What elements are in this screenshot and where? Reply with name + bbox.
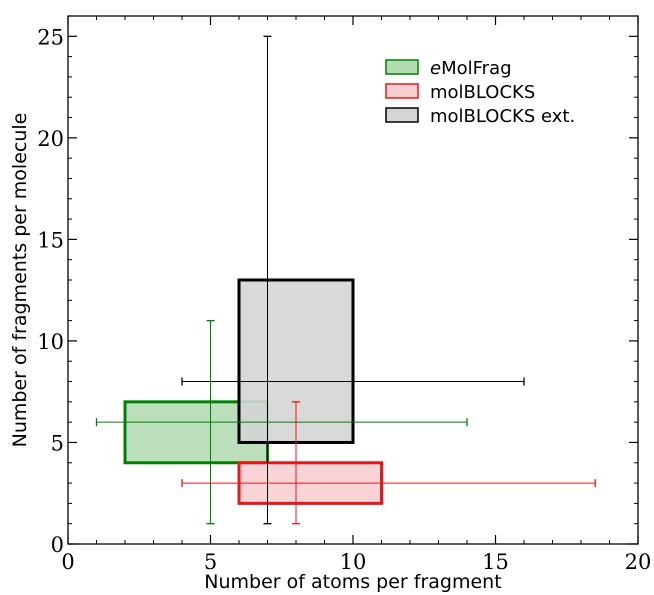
errorbar-layer	[95, 35, 596, 525]
molblocks-legend-label: molBLOCKS	[430, 82, 535, 103]
emolfrag-legend-label: eMolFrag	[430, 58, 512, 79]
y-tick-label: 5	[51, 431, 64, 455]
molblocks-ext-legend-label: molBLOCKS ext.	[430, 106, 575, 127]
x-tick-label: 10	[340, 550, 367, 574]
y-tick-label: 10	[37, 330, 64, 354]
molblocks-ext-legend-swatch	[385, 107, 419, 123]
x-tick-label: 20	[625, 550, 652, 574]
legend: eMolFrag molBLOCKS molBLOCKS ext.	[385, 58, 575, 127]
y-tick-label: 15	[37, 228, 64, 252]
x-tick-label: 0	[61, 550, 74, 574]
y-axis-label: Number of fragments per molecule	[9, 113, 31, 448]
y-tick-label: 20	[37, 127, 64, 151]
y-tick-label: 25	[37, 25, 64, 49]
molblocks-legend-swatch	[385, 83, 419, 99]
emolfrag-legend-swatch	[385, 59, 419, 75]
box-layer	[123, 278, 383, 505]
y-tick-label: 0	[51, 533, 64, 557]
tick-layer: 0 5 10 15 20 0 5 10 15 20 25	[37, 15, 652, 574]
x-tick-label: 5	[204, 550, 217, 574]
x-tick-label: 15	[482, 550, 509, 574]
x-axis-label: Number of atoms per fragment	[204, 571, 501, 593]
